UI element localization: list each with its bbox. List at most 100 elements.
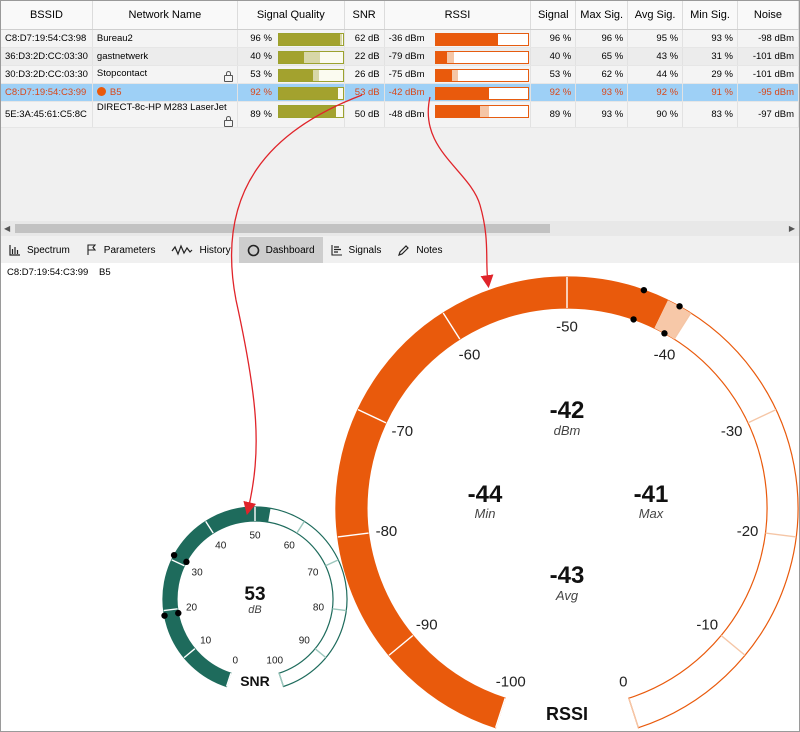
signal-quality-bar [277,105,344,118]
rssi-history-marker [640,286,648,294]
snr-tick-mark [296,520,305,534]
rssi-min-label: Min [475,506,496,521]
scroll-left-icon[interactable]: ◀ [4,224,11,233]
snr-tick-label: 10 [200,635,212,646]
signal-quality-bar [277,33,344,46]
tab-dashboard[interactable]: Dashboard [238,237,323,263]
table-row[interactable]: 5E:3A:45:61:C5:8C DIRECT-8c-HP M283 Laser… [1,101,799,128]
min-signal-cell: 91 % [682,83,738,102]
network-name: gastnetwerk [96,51,149,62]
noise-cell: -101 dBm [737,47,799,66]
gauges-canvas: -100-90-80-70-60-50-40-30-20-100-42dBm-4… [161,276,799,729]
noise-cell: -98 dBm [737,29,799,48]
dashboard-network-name: B5 [98,267,111,278]
column-header[interactable]: Max Sig. [575,1,629,30]
snr-cell: 26 dB [344,65,385,84]
rssi-history-marker [630,316,637,323]
bottom-tab-bar: Spectrum Parameters History Dashboard Signal… [1,237,799,264]
snr-tick-label: 60 [284,540,296,551]
rssi-tick-label: -30 [721,423,743,440]
avg-signal-cell: 92 % [627,83,684,102]
snr-tick-mark [183,648,196,659]
signal-cell: 89 % [530,101,577,128]
tab-parameters[interactable]: Parameters [78,237,164,263]
avg-signal-cell: 44 % [627,65,684,84]
noise-cell: -101 dBm [737,65,799,84]
snr-tick-label: 80 [313,603,325,614]
rssi-tick-label: -40 [654,347,676,364]
network-name: Bureau2 [96,33,133,44]
signal-quality-text: 96 % [250,33,272,44]
snr-gauge-value-arc [163,507,271,687]
tab-label: Spectrum [27,244,70,256]
rssi-history-marker [676,303,683,310]
rssi-tick-mark [357,409,387,424]
signals-bar-icon [330,244,343,256]
snr-tick-mark [314,648,327,659]
max-signal-cell: 65 % [575,47,629,66]
rssi-bar [434,87,529,100]
rssi-text: -75 dBm [388,69,425,80]
column-header[interactable]: Network Name [92,1,238,30]
column-header[interactable]: BSSID [1,1,93,30]
max-signal-cell: 62 % [575,65,629,84]
network-name-cell: DIRECT-8c-HP M283 LaserJet [92,101,238,128]
signal-quality-cell: 96 % [237,29,345,48]
tab-signals[interactable]: Signals [323,237,390,263]
column-header[interactable]: Signal Quality [237,1,345,30]
network-table: BSSID Network Name Signal Quality SNR RSSI Si… [1,1,799,221]
tab-history[interactable]: History [163,237,238,263]
table-row-selected[interactable]: C8:D7:19:54:C3:99 B5 92 % 53 dB -42 dBm 92 % 9… [1,83,799,102]
signal-cell: 92 % [530,83,577,102]
column-header[interactable]: RSSI [384,1,532,30]
signal-quality-bar [277,87,344,100]
horizontal-scrollbar[interactable]: ◀ ▶ [1,221,799,236]
rssi-unit: dBm [554,423,581,438]
rssi-tick-label: 0 [619,673,627,690]
rssi-tick-mark [442,312,461,340]
column-header[interactable]: Noise [737,1,799,30]
snr-tick-label: 90 [299,635,311,646]
scroll-right-icon[interactable]: ▶ [788,224,795,233]
snr-history-marker [175,609,182,617]
max-signal-cell: 93 % [575,83,629,102]
column-header[interactable]: SNR [344,1,385,30]
rssi-tick-mark [765,532,797,538]
rssi-bar [434,69,529,82]
rssi-max-value: -41 [634,481,669,508]
table-row[interactable]: 30:D3:2D:CC:03:30 Stopcontact 53 % 26 dB -75… [1,65,799,84]
rssi-tick-label: -70 [391,423,413,440]
rssi-text: -36 dBm [388,33,425,44]
snr-tick-label: 100 [266,655,283,666]
snr-history-marker [170,551,178,559]
column-header[interactable]: Signal [530,1,577,30]
column-header[interactable]: Avg Sig. [627,1,684,30]
table-row[interactable]: C8:D7:19:54:C3:98 Bureau2 96 % 62 dB -36 dBm… [1,29,799,48]
table-row[interactable]: 36:D3:2D:CC:03:30 gastnetwerk 40 % 22 dB -79… [1,47,799,66]
signal-quality-cell: 89 % [237,101,345,128]
snr-tick-label: 0 [232,655,238,666]
column-header[interactable]: Min Sig. [682,1,738,30]
scrollbar-thumb[interactable] [15,224,550,233]
rssi-cell: -79 dBm [384,47,532,66]
bssid-cell: C8:D7:19:54:C3:99 [1,83,93,102]
signal-quality-text: 89 % [250,109,272,120]
tab-label: Signals [348,244,382,256]
rssi-current-value: -42 [550,397,585,424]
snr-current-value: 53 [244,584,265,605]
tab-spectrum[interactable]: Spectrum [1,237,78,263]
snr-tick-mark [225,672,232,687]
snr-tick-mark [332,608,347,612]
network-grid: BSSID Network Name Signal Quality SNR RSSI Si… [1,1,799,128]
rssi-cell: -36 dBm [384,29,532,48]
bssid-cell: 5E:3A:45:61:C5:8C [1,101,93,128]
snr-tick-mark [278,672,285,687]
rssi-max-label: Max [639,506,664,521]
rssi-gauge-max-arc [654,300,691,340]
rssi-history-marker [661,330,668,337]
network-name: Stopcontact [96,67,148,79]
rssi-tick-mark [494,697,506,728]
tab-notes[interactable]: Notes [389,237,450,263]
min-signal-cell: 29 % [682,65,738,84]
rssi-tick-label: -50 [556,318,578,335]
